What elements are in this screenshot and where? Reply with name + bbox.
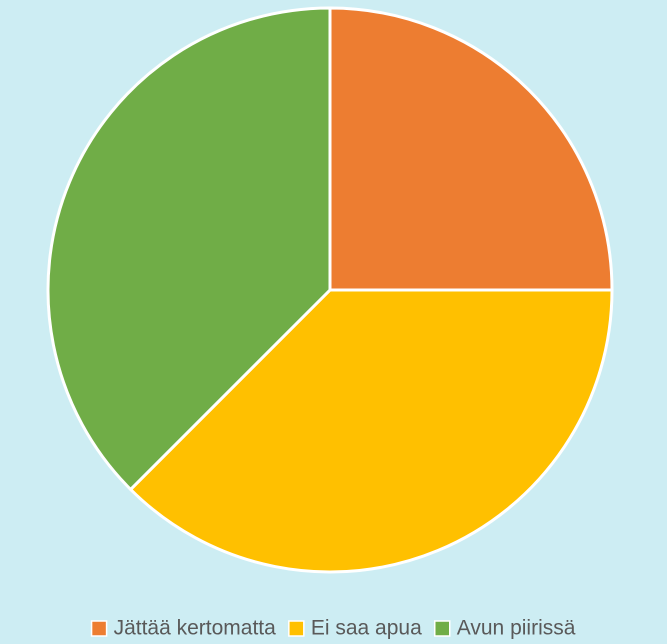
legend-swatch xyxy=(434,620,451,637)
legend-label: Jättää kertomatta xyxy=(114,617,277,640)
pie-slice xyxy=(46,6,332,491)
pie-slice xyxy=(129,288,614,574)
legend-label: Ei saa apua xyxy=(311,617,422,640)
legend-swatch xyxy=(288,620,305,637)
legend-swatch xyxy=(90,620,108,637)
pie-slice xyxy=(328,6,614,292)
legend-label: Avun piirissä xyxy=(457,617,576,640)
